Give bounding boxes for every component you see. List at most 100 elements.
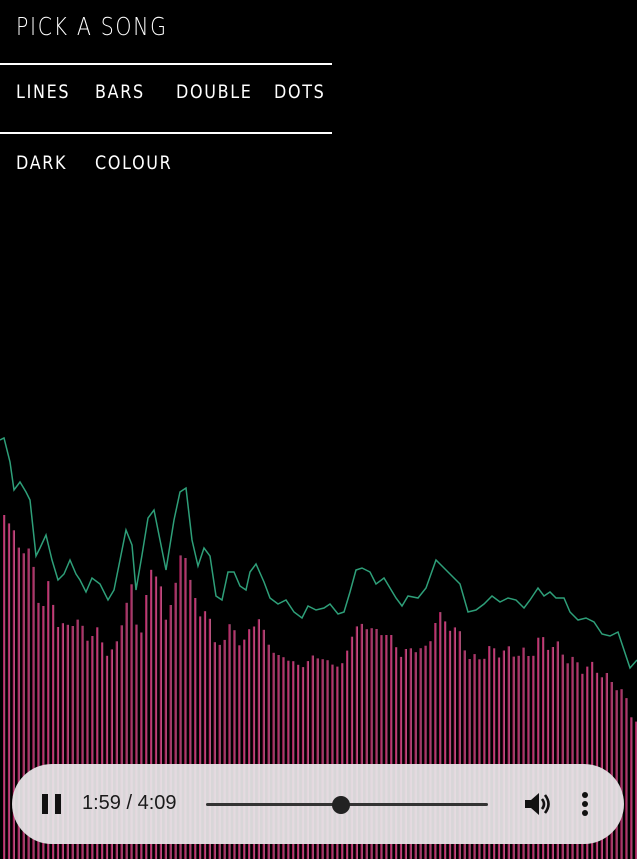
- spectrum-bar: [66, 624, 69, 859]
- theme-dark-option[interactable]: DARK: [16, 152, 68, 174]
- spectrum-bar: [243, 639, 246, 859]
- spectrum-bar: [56, 627, 60, 859]
- time-display: 1:59 / 4:09: [82, 792, 177, 814]
- menu-divider: [0, 63, 332, 65]
- spectrum-bar: [238, 645, 241, 859]
- spectrum-bar: [473, 654, 476, 859]
- spectrum-bar: [101, 642, 104, 859]
- spectrum-bar: [517, 655, 520, 859]
- spectrum-bar: [591, 661, 594, 859]
- spectrum-bar: [301, 667, 305, 859]
- spectrum-bar: [199, 616, 202, 859]
- spectrum-bar: [360, 623, 363, 859]
- spectrum-bar: [96, 627, 99, 859]
- mode-lines-option[interactable]: LINES: [16, 81, 71, 103]
- spectrum-bar: [32, 566, 35, 859]
- spectrum-bar: [252, 626, 256, 859]
- spectrum-bar: [52, 604, 55, 859]
- pick-song-title[interactable]: PICK A SONG: [16, 12, 168, 41]
- progress-slider[interactable]: [206, 796, 488, 814]
- spectrum-bar: [463, 650, 466, 859]
- spectrum-bar: [135, 624, 138, 859]
- spectrum-bar: [635, 721, 637, 859]
- spectrum-bar: [3, 515, 6, 859]
- spectrum-bar: [120, 625, 123, 859]
- spectrum-bar: [17, 547, 20, 859]
- mode-bars-option[interactable]: BARS: [95, 81, 145, 103]
- spectrum-bar: [150, 569, 153, 859]
- spectrum-bar: [336, 666, 339, 859]
- progress-thumb[interactable]: [331, 796, 350, 814]
- spectrum-bar: [605, 673, 608, 859]
- spectrum-bar: [42, 606, 45, 859]
- spectrum-bar: [502, 650, 505, 859]
- spectrum-bar: [497, 657, 501, 859]
- spectrum-bar: [321, 659, 324, 859]
- spectrum-bar: [546, 649, 550, 859]
- menu-divider: [0, 132, 332, 134]
- spectrum-bar: [488, 646, 491, 859]
- spectrum-bar: [380, 635, 383, 859]
- spectrum-bar: [385, 635, 388, 859]
- spectrum-bar: [297, 664, 300, 859]
- spectrum-bar: [248, 629, 251, 859]
- spectrum-bar: [532, 655, 535, 859]
- spectrum-bar: [409, 648, 412, 859]
- audio-player: 1:59 / 4:09: [12, 764, 624, 844]
- spectrum-bar: [419, 648, 422, 859]
- spectrum-bar: [110, 649, 113, 859]
- spectrum-bar: [292, 661, 295, 859]
- spectrum-bar: [179, 555, 182, 859]
- spectrum-bar: [184, 558, 187, 859]
- spectrum-bar: [566, 663, 569, 859]
- spectrum-bar: [630, 717, 633, 859]
- spectrum-bar: [7, 523, 11, 859]
- spectrum-bar: [76, 619, 79, 859]
- pause-icon[interactable]: [42, 794, 62, 814]
- spectrum-bar: [282, 657, 285, 859]
- spectrum-bar: [551, 647, 554, 859]
- spectrum-bar: [571, 656, 574, 859]
- spectrum-bar: [174, 582, 177, 859]
- spectrum-bar: [365, 629, 368, 859]
- spectrum-bar: [228, 624, 231, 859]
- spectrum-bar: [115, 641, 118, 859]
- mode-dots-option[interactable]: DOTS: [274, 81, 326, 103]
- spectrum-bar: [537, 637, 540, 859]
- volume-icon[interactable]: [522, 790, 552, 818]
- theme-colour-option[interactable]: COLOUR: [95, 152, 173, 174]
- spectrum-bar: [223, 639, 226, 859]
- spectrum-bar: [262, 629, 265, 859]
- spectrum-bar: [429, 641, 432, 859]
- more-options-icon[interactable]: [578, 790, 592, 818]
- spectrum-bar: [203, 611, 207, 859]
- spectrum-bar: [414, 652, 417, 859]
- spectrum-bar: [272, 652, 275, 859]
- spectrum-bar: [47, 581, 50, 859]
- spectrum-bar: [444, 621, 447, 859]
- spectrum-bar: [507, 646, 510, 859]
- spectrum-bar: [164, 619, 167, 859]
- spectrum-bar: [375, 629, 378, 859]
- spectrum-bar: [615, 690, 618, 859]
- spectrum-bar: [194, 598, 197, 859]
- spectrum-bar: [434, 623, 437, 859]
- spectrum-bar: [105, 655, 109, 859]
- spectrum-bar: [213, 642, 216, 859]
- spectrum-bar: [61, 623, 64, 859]
- spectrum-bar: [311, 655, 314, 859]
- spectrum-bar: [527, 656, 530, 859]
- spectrum-bar: [125, 602, 128, 859]
- spectrum-bar: [341, 663, 344, 859]
- spectrum-bar: [556, 641, 559, 859]
- spectrum-bar: [448, 630, 452, 859]
- spectrum-bar: [37, 602, 40, 859]
- spectrum-bar: [189, 579, 192, 859]
- spectrum-bar: [86, 640, 89, 859]
- spectrum-bar: [346, 650, 349, 859]
- spectrum-bar: [91, 636, 94, 859]
- mode-double-option[interactable]: DOUBLE: [176, 81, 253, 103]
- spectrum-bar: [12, 530, 15, 859]
- spectrum-bar: [478, 659, 481, 859]
